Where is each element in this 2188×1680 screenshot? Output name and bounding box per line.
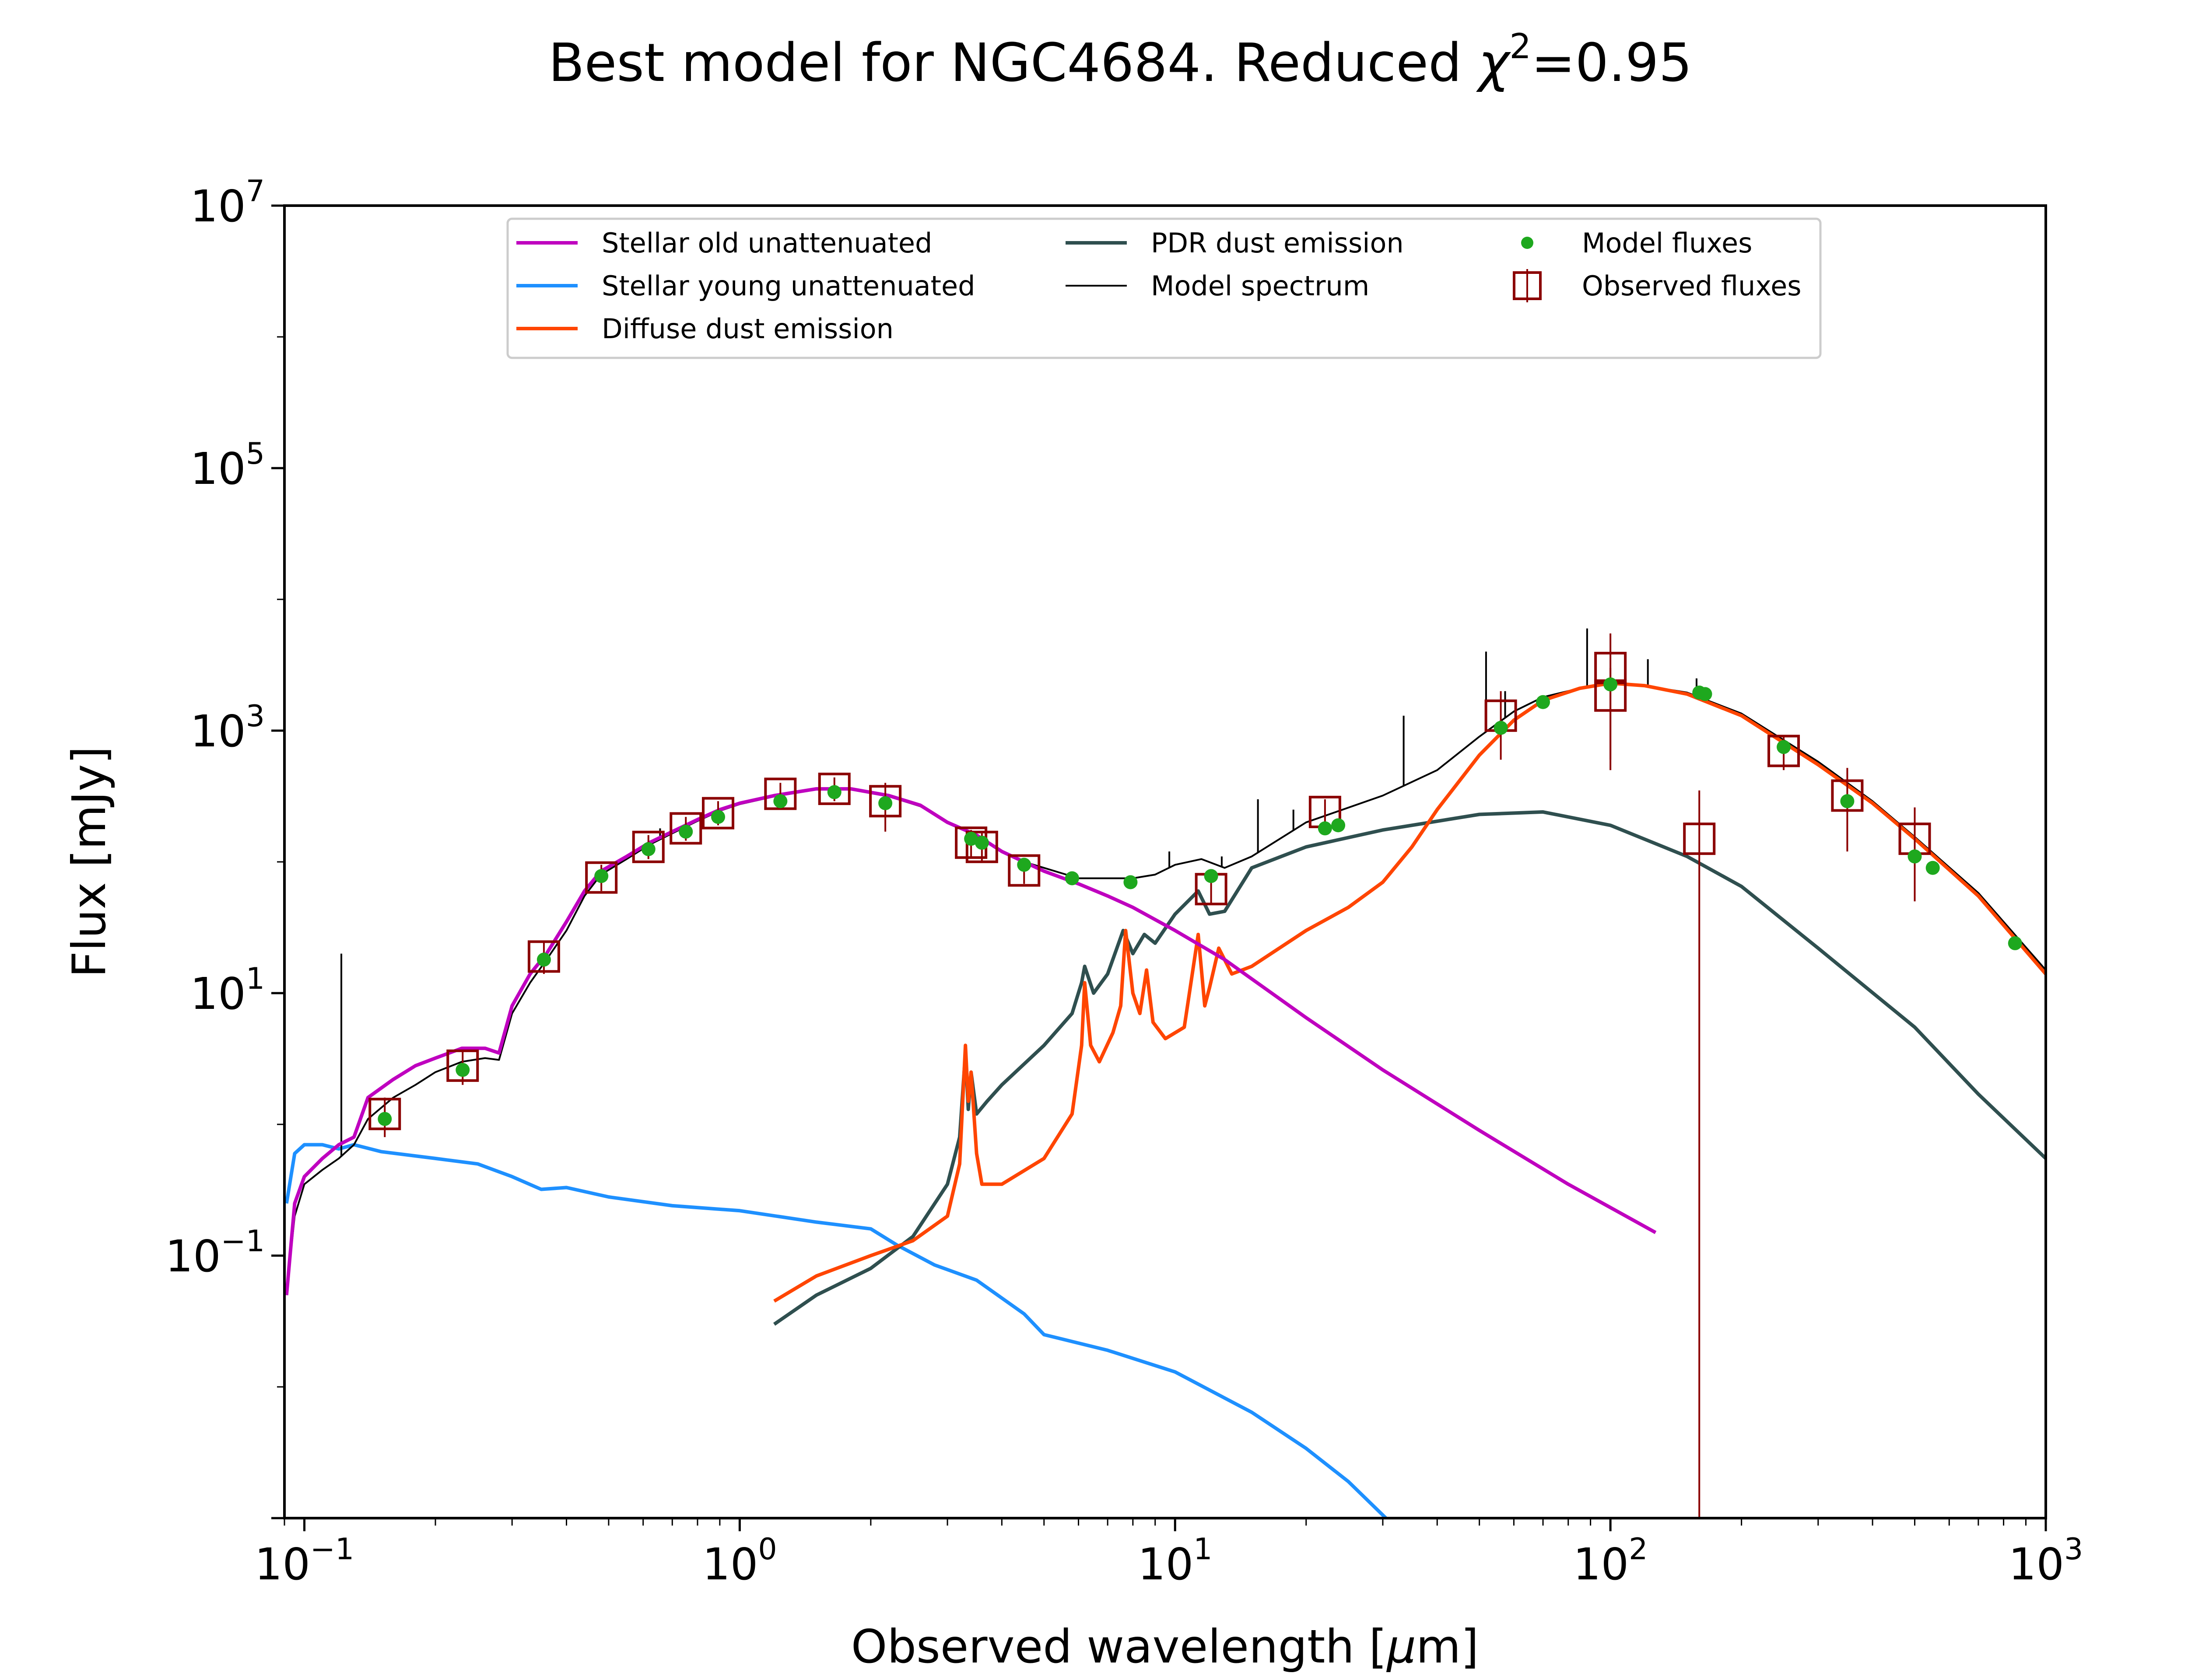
observed-flux-point bbox=[764, 777, 797, 810]
observed-flux-point bbox=[1683, 822, 1716, 855]
model-flux-point bbox=[964, 832, 978, 846]
model-flux-point bbox=[594, 869, 609, 883]
stellar-old-unattenuated-line bbox=[284, 787, 1657, 1295]
model-flux-point bbox=[975, 836, 989, 850]
model-flux-point bbox=[641, 842, 656, 856]
y-tick-label: 10−1 bbox=[165, 1224, 265, 1282]
observed-flux-point bbox=[632, 830, 665, 863]
model-flux-point bbox=[1065, 871, 1079, 886]
model-flux-point bbox=[1331, 818, 1346, 833]
legend: Stellar old unattenuated Stellar young un… bbox=[506, 217, 1822, 359]
legend-swatch bbox=[1521, 237, 1533, 249]
legend-label: Model spectrum bbox=[1151, 270, 1369, 302]
chart-title: Best model for NGC4684. Reduced χ2=0.95 bbox=[548, 27, 1692, 94]
observed-flux-point bbox=[585, 861, 618, 894]
model-flux-point bbox=[711, 810, 726, 824]
observed-flux-point bbox=[818, 773, 851, 805]
observed-flux-point bbox=[869, 785, 902, 818]
legend-label: Stellar old unattenuated bbox=[602, 227, 932, 259]
model-flux-point bbox=[1907, 849, 1922, 864]
y-tick-label: 101 bbox=[190, 962, 265, 1019]
legend-label: Model fluxes bbox=[1582, 227, 1752, 259]
legend-label: PDR dust emission bbox=[1151, 227, 1404, 259]
x-tick-label: 101 bbox=[1138, 1532, 1213, 1590]
observed-flux-point bbox=[1767, 735, 1800, 767]
legend-box bbox=[506, 217, 1822, 359]
y-tick-label: 105 bbox=[190, 437, 265, 494]
model-flux-point bbox=[1318, 821, 1332, 836]
model-flux-point bbox=[1123, 875, 1138, 889]
observed-flux-point bbox=[368, 1098, 401, 1130]
observed-flux-point bbox=[1831, 779, 1864, 812]
y-axis-label: Flux [mJy] bbox=[63, 746, 116, 978]
model-flux-point bbox=[1925, 861, 1940, 875]
model-flux-point bbox=[536, 952, 551, 967]
model-flux-point bbox=[2008, 936, 2022, 950]
model-flux-point bbox=[827, 785, 842, 799]
legend-label: Stellar young unattenuated bbox=[602, 270, 975, 302]
model-flux-point bbox=[378, 1112, 392, 1126]
model-flux-point bbox=[1204, 869, 1218, 883]
legend-label: Observed fluxes bbox=[1582, 270, 1802, 302]
model-flux-point bbox=[773, 794, 788, 808]
model-flux-point bbox=[1494, 721, 1508, 735]
y-tick-label: 107 bbox=[190, 174, 265, 232]
axes: 10−1 100 101 102 103 10−1 101 103 105 107 bbox=[165, 174, 2083, 1590]
x-tick-label: 102 bbox=[1573, 1532, 1648, 1590]
model-flux-point bbox=[456, 1063, 470, 1077]
stellar-young-unattenuated-line bbox=[284, 1143, 1387, 1518]
observed-flux-point bbox=[1008, 854, 1041, 887]
observed-flux-point bbox=[527, 940, 560, 973]
observed-flux-point bbox=[702, 797, 735, 830]
model-flux-point bbox=[1777, 740, 1791, 754]
model-flux-point bbox=[679, 824, 693, 839]
observed-flux-point bbox=[670, 812, 702, 845]
model-flux-point bbox=[1698, 687, 1712, 701]
model-flux-point bbox=[1017, 858, 1031, 872]
x-tick-label: 103 bbox=[2009, 1532, 2083, 1590]
legend-swatch bbox=[1513, 271, 1542, 300]
y-tick-label: 103 bbox=[190, 699, 265, 757]
x-axis-label: Observed wavelength [μm] bbox=[851, 1620, 1479, 1673]
observed-flux-point bbox=[965, 830, 998, 863]
model-flux-point bbox=[1536, 695, 1550, 709]
diffuse-dust-emission-line bbox=[773, 681, 2046, 1303]
observed-flux-point bbox=[446, 1049, 479, 1082]
x-tick-label: 100 bbox=[702, 1532, 777, 1590]
model-flux-point bbox=[878, 796, 893, 810]
model-flux-point bbox=[1603, 677, 1618, 692]
legend-label: Diffuse dust emission bbox=[602, 313, 894, 345]
plot-area bbox=[284, 628, 2046, 1518]
model-flux-point bbox=[1840, 794, 1855, 808]
x-tick-label: 10−1 bbox=[255, 1532, 354, 1590]
